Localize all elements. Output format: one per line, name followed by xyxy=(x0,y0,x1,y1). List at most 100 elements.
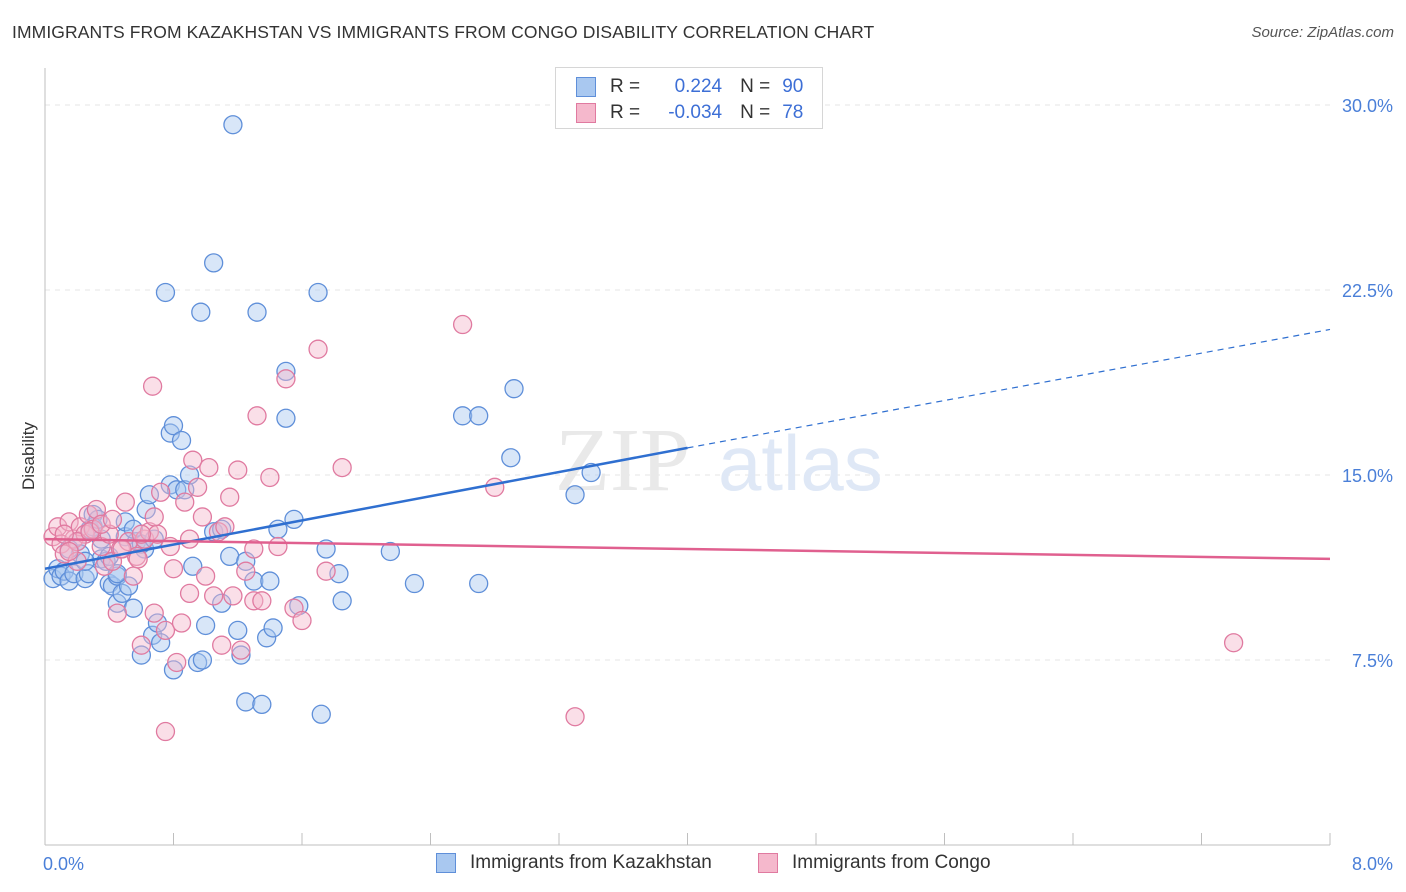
data-point xyxy=(247,302,267,322)
data-point xyxy=(212,593,232,613)
data-point xyxy=(223,586,243,606)
kazakhstan-trend-extension xyxy=(687,328,1331,449)
x-tick-label: 8.0% xyxy=(1352,854,1393,874)
trend-lines xyxy=(44,328,1331,570)
data-point xyxy=(332,591,352,611)
data-point xyxy=(231,640,251,660)
chart-source: Source: ZipAtlas.com xyxy=(1251,24,1394,41)
legend-r-label: R = xyxy=(610,102,641,123)
x-tick-labels: 0.0% 8.0% xyxy=(43,854,1393,874)
data-point xyxy=(131,635,152,655)
data-point xyxy=(192,650,213,670)
data-point xyxy=(150,633,171,653)
data-point xyxy=(144,507,164,527)
data-point xyxy=(257,628,277,648)
data-point xyxy=(252,591,272,611)
data-point xyxy=(144,603,164,623)
data-point xyxy=(244,571,264,591)
data-point xyxy=(311,704,331,724)
axes xyxy=(44,68,1331,846)
watermark: ZIP atlas xyxy=(555,411,883,510)
kazakhstan-swatch xyxy=(576,77,596,97)
x-tick-label: 0.0% xyxy=(43,854,84,874)
data-point xyxy=(142,376,163,396)
data-point xyxy=(175,492,195,512)
data-point xyxy=(247,406,267,426)
legend-item-kazakhstan: Immigrants from Kazakhstan xyxy=(436,852,712,874)
data-point xyxy=(316,561,336,581)
data-point xyxy=(252,694,272,715)
grid-lines xyxy=(45,104,1330,661)
data-point xyxy=(404,573,425,594)
data-point xyxy=(292,610,312,631)
data-point xyxy=(204,253,224,273)
legend-n-value: 78 xyxy=(782,102,804,123)
data-point xyxy=(102,509,123,530)
data-point xyxy=(268,536,288,557)
data-point xyxy=(244,539,264,559)
congo-swatch xyxy=(576,103,596,123)
data-point xyxy=(187,477,208,497)
data-point xyxy=(115,492,135,512)
data-point xyxy=(565,485,585,505)
data-point xyxy=(332,457,352,478)
data-point xyxy=(179,583,200,604)
data-point xyxy=(171,430,192,451)
data-point xyxy=(171,613,192,633)
data-point xyxy=(452,314,473,335)
legend-n-label: N = xyxy=(740,102,771,123)
congo-swatch xyxy=(758,853,778,873)
legend-r-value: -0.034 xyxy=(668,102,723,123)
y-tick-label: 22.5% xyxy=(1342,281,1393,301)
legend-r-value: 0.224 xyxy=(674,76,723,97)
chart-title: IMMIGRANTS FROM KAZAKHSTAN VS IMMIGRANTS… xyxy=(12,22,875,42)
data-point xyxy=(276,361,296,382)
data-point xyxy=(220,487,240,507)
data-point xyxy=(565,707,585,727)
data-point xyxy=(78,564,99,584)
congo-trend-line xyxy=(44,537,1331,561)
data-point xyxy=(112,583,132,604)
data-point xyxy=(308,339,328,359)
data-point xyxy=(183,556,203,576)
data-point xyxy=(195,566,216,586)
data-point xyxy=(260,571,280,591)
data-point xyxy=(223,115,243,135)
data-point xyxy=(485,477,505,497)
data-point xyxy=(86,499,107,520)
series-kazakhstan-points xyxy=(43,115,601,724)
legend-label-congo: Immigrants from Congo xyxy=(792,852,991,873)
legend-item-congo: Immigrants from Congo xyxy=(758,852,991,874)
data-point xyxy=(150,482,171,502)
series-congo-points xyxy=(43,314,1244,742)
data-point xyxy=(123,566,143,586)
data-point xyxy=(212,635,232,655)
data-point xyxy=(244,591,264,611)
data-point xyxy=(139,485,160,505)
y-tick-labels: 7.5% 15.0% 22.5% 30.0% xyxy=(1342,96,1393,671)
data-point xyxy=(155,620,176,641)
data-point xyxy=(195,615,216,636)
data-point xyxy=(204,586,224,606)
data-point xyxy=(43,527,63,547)
data-point xyxy=(231,645,251,665)
data-point xyxy=(236,692,256,712)
y-tick-label: 30.0% xyxy=(1342,96,1393,116)
data-point xyxy=(64,564,84,584)
y-tick-label: 15.0% xyxy=(1342,466,1393,486)
data-point xyxy=(380,541,400,562)
data-point xyxy=(59,541,79,562)
data-point xyxy=(163,416,184,436)
data-point xyxy=(107,603,127,623)
legend-row-kazakhstan: R = 0.224 N = 90 xyxy=(576,74,803,100)
y-axis-label: Disability xyxy=(19,421,38,490)
data-point xyxy=(118,576,139,596)
data-point xyxy=(167,652,187,673)
data-point xyxy=(131,645,152,665)
data-point xyxy=(191,302,211,322)
kazakhstan-swatch xyxy=(436,853,456,873)
data-point xyxy=(284,509,304,530)
data-point xyxy=(183,450,203,470)
data-point xyxy=(469,406,489,426)
